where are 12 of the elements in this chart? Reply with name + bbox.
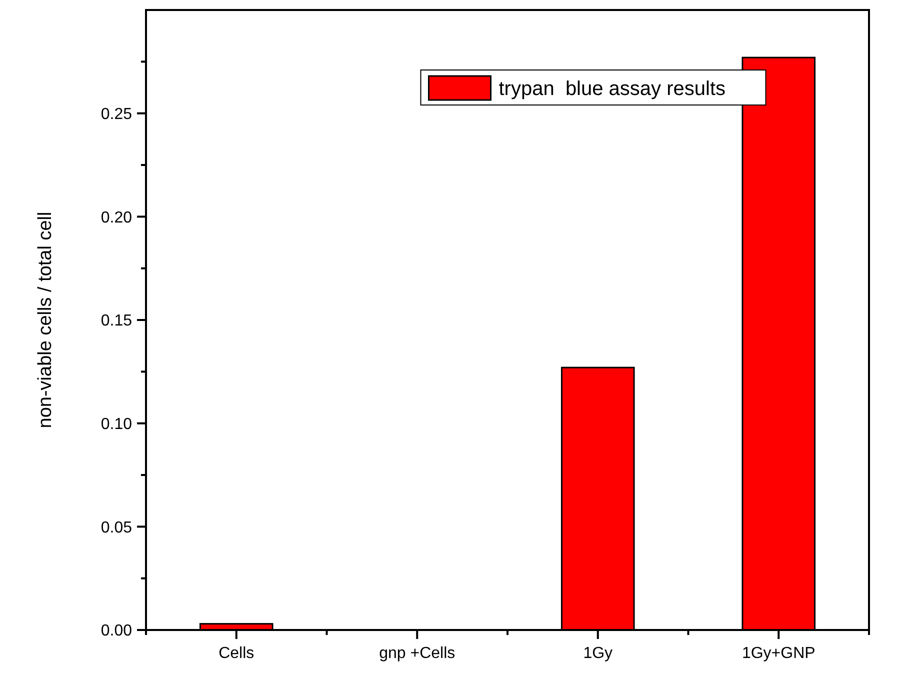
x-tick-label: gnp +Cells [379, 645, 456, 662]
x-tick-label: 1Gy [583, 645, 613, 662]
y-tick-label: 0.15 [100, 312, 132, 330]
y-tick-label: 0.25 [100, 106, 132, 123]
y-tick-label: 0.10 [100, 416, 132, 433]
y-tick-label: 0.00 [100, 622, 132, 640]
y-axis-title: non-viable cells / total cell [35, 212, 56, 428]
x-tick-label: Cells [218, 645, 254, 662]
x-tick-label: 1Gy+GNP [742, 645, 816, 662]
y-tick-label: 0.20 [100, 209, 132, 226]
y-tick-label: 0.05 [100, 519, 132, 536]
legend-label: trypan blue assay results [498, 78, 726, 100]
